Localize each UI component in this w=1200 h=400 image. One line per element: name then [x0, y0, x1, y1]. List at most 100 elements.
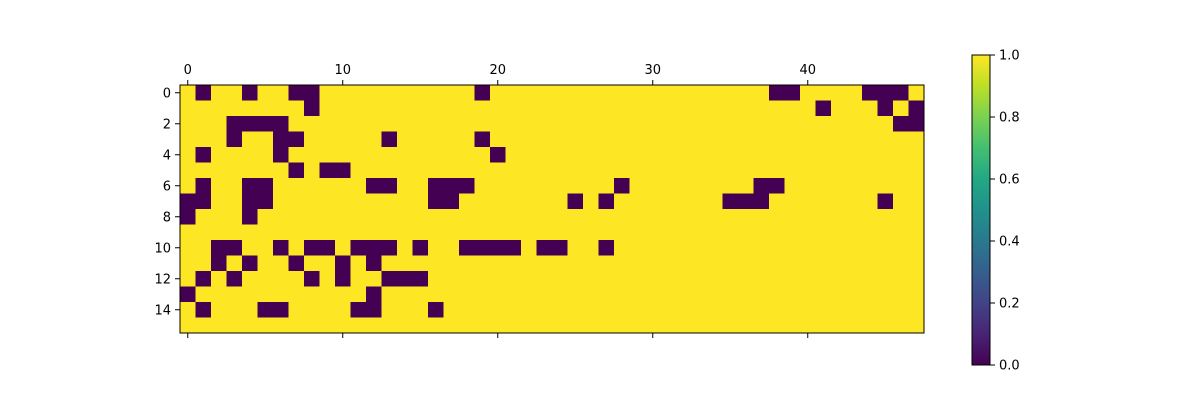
heatmap-cell [784, 193, 801, 210]
heatmap-cell [676, 286, 692, 303]
heatmap-cell [288, 193, 305, 210]
heatmap-cell [893, 193, 909, 210]
y-axis: 0 2 4 6 8 10 12 14 [154, 86, 180, 318]
heatmap-cell [366, 147, 382, 163]
heatmap-cell [319, 147, 336, 163]
heatmap-cell [195, 116, 212, 132]
heatmap-cell [815, 162, 832, 179]
colorbar-tick-label: 0.4 [999, 235, 1020, 250]
heatmap-cell [273, 116, 289, 132]
heatmap-cell [598, 178, 615, 194]
heatmap-cell [381, 255, 398, 272]
heatmap-cell [645, 317, 661, 334]
heatmap-cell [908, 131, 925, 148]
heatmap-cell [505, 302, 522, 318]
heatmap-cell [567, 286, 584, 303]
heatmap-cell [521, 302, 537, 318]
heatmap-cell [877, 162, 894, 179]
heatmap-cell [335, 209, 351, 225]
heatmap-cell [257, 116, 274, 132]
heatmap-cell [304, 255, 320, 272]
heatmap-cell [180, 147, 196, 163]
heatmap-cell [536, 131, 553, 148]
heatmap-cell [629, 85, 646, 101]
heatmap-cell [846, 178, 863, 194]
heatmap-cell [350, 209, 367, 225]
heatmap-cell [645, 255, 661, 272]
heatmap-cell [242, 255, 258, 272]
heatmap-cell [877, 255, 894, 272]
heatmap-cell [753, 178, 770, 194]
heatmap-cell [180, 162, 196, 179]
heatmap-cell [567, 255, 584, 272]
heatmap-cell [691, 224, 708, 241]
heatmap-cell [893, 178, 909, 194]
heatmap-cell [614, 317, 630, 334]
heatmap-cell [366, 209, 382, 225]
heatmap-cell [257, 317, 274, 334]
heatmap-cell [211, 100, 227, 117]
y-tick-label: 6 [163, 179, 171, 194]
heatmap-cell [846, 255, 863, 272]
heatmap-cell [753, 85, 770, 101]
heatmap-cell [722, 286, 739, 303]
heatmap-cell [242, 271, 258, 287]
heatmap-cell [536, 85, 553, 101]
heatmap-cell [707, 271, 723, 287]
heatmap-cell [381, 178, 398, 194]
heatmap-cell [304, 85, 320, 101]
heatmap-cell [614, 240, 630, 256]
heatmap-cell [335, 317, 351, 334]
heatmap-cell [226, 116, 243, 132]
heatmap-cell [288, 255, 305, 272]
heatmap-cell [815, 85, 832, 101]
heatmap-cell [195, 271, 212, 287]
heatmap-cell [474, 193, 491, 210]
heatmap-cell [614, 100, 630, 117]
heatmap-cell [459, 271, 475, 287]
heatmap-cell [443, 224, 460, 241]
heatmap-cell [567, 178, 584, 194]
heatmap-cell [831, 100, 847, 117]
heatmap-cell [893, 317, 909, 334]
heatmap-cell [831, 193, 847, 210]
heatmap-cell [691, 162, 708, 179]
heatmap-cell [226, 317, 243, 334]
heatmap-cell [831, 178, 847, 194]
heatmap-cell [459, 317, 475, 334]
heatmap-cell [707, 302, 723, 318]
heatmap-cell [614, 178, 630, 194]
heatmap-cell [536, 240, 553, 256]
heatmap-cell [629, 116, 646, 132]
heatmap-cell [273, 224, 289, 241]
heatmap-cell [273, 286, 289, 303]
heatmap-cell [552, 147, 568, 163]
heatmap-cell [862, 162, 878, 179]
heatmap-cell [490, 131, 506, 148]
heatmap-cell [288, 162, 305, 179]
heatmap-cell [908, 85, 925, 101]
heatmap-cell [629, 178, 646, 194]
heatmap-cell [381, 240, 398, 256]
heatmap-cell [490, 209, 506, 225]
heatmap-cell [691, 178, 708, 194]
heatmap-cell [598, 209, 615, 225]
heatmap-cell [877, 240, 894, 256]
heatmap-cell [769, 178, 785, 194]
heatmap-cell [769, 131, 785, 148]
heatmap-cell [443, 317, 460, 334]
heatmap-cell [784, 317, 801, 334]
x-tick-label: 10 [334, 63, 351, 78]
heatmap-cell [226, 240, 243, 256]
colorbar-ticks: 0.0 0.2 0.4 0.6 0.8 1.0 [990, 49, 1020, 374]
heatmap-cell [490, 302, 506, 318]
heatmap-cell [319, 224, 336, 241]
heatmap-cell [490, 85, 506, 101]
heatmap-cell [397, 131, 413, 148]
heatmap-cell [521, 240, 537, 256]
heatmap-cell [738, 178, 754, 194]
heatmap-cell [195, 147, 212, 163]
heatmap-cell [660, 116, 677, 132]
heatmap-cell [211, 162, 227, 179]
heatmap-cell [769, 147, 785, 163]
